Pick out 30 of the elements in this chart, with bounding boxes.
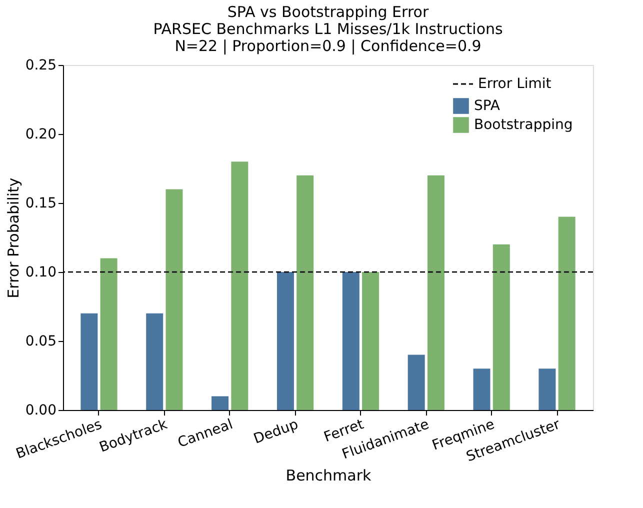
bar xyxy=(362,272,380,410)
legend-label: SPA xyxy=(474,98,500,114)
bar xyxy=(296,175,314,410)
bar xyxy=(100,258,118,410)
bar xyxy=(276,272,294,410)
y-tick-label: 0.05 xyxy=(25,334,56,350)
bar xyxy=(492,244,510,410)
bar xyxy=(231,162,248,410)
chart-subtitle: PARSEC Benchmarks L1 Misses/1k Instructions N=22 | Proportion=0.9 | Confidence=0.9 xyxy=(153,20,503,55)
bar xyxy=(212,396,229,410)
bar xyxy=(558,216,576,410)
chart-title: SPA vs Bootstrapping Error xyxy=(227,3,430,21)
x-tick-label: Dedup xyxy=(252,416,301,448)
y-tick-label: 0.20 xyxy=(25,126,56,142)
bar xyxy=(146,313,164,410)
bar xyxy=(538,368,556,410)
y-axis-title: Error Probability xyxy=(4,178,22,298)
bar xyxy=(408,354,425,410)
y-tick-label: 0.00 xyxy=(25,402,56,418)
bar xyxy=(473,368,490,410)
x-axis-title: Benchmark xyxy=(286,466,372,484)
bar xyxy=(80,313,98,410)
y-tick-label: 0.25 xyxy=(25,58,56,74)
bar xyxy=(166,189,183,410)
bar xyxy=(342,272,360,410)
bar xyxy=(427,175,444,410)
legend-label: Error Limit xyxy=(478,76,552,92)
legend-label: Bootstrapping xyxy=(474,117,573,133)
y-tick-label: 0.10 xyxy=(25,264,56,280)
y-tick-label: 0.15 xyxy=(25,196,56,212)
